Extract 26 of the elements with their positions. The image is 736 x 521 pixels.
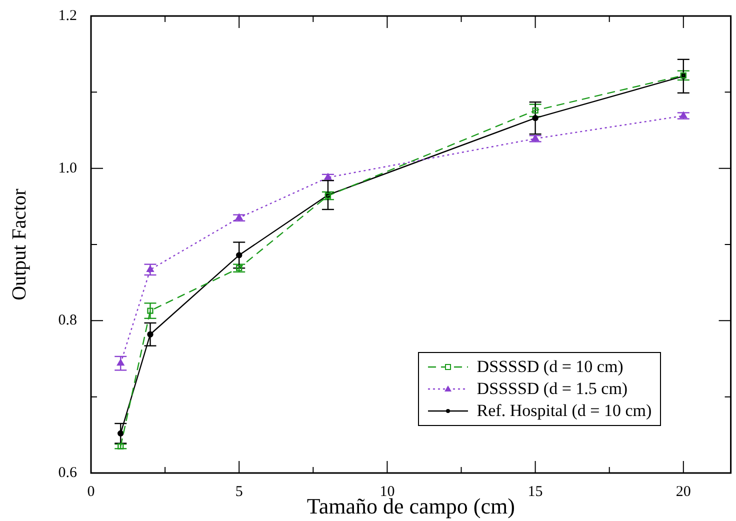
point <box>324 173 332 180</box>
legend-label: Ref. Hospital (d = 10 cm) <box>476 400 652 422</box>
legend-label: DSSSSD (d = 10 cm) <box>476 356 624 378</box>
y-axis-title: Output Factor <box>8 188 30 300</box>
y-tick-label: 1.2 <box>58 8 77 24</box>
y-tick-label: 0.8 <box>58 312 77 329</box>
point <box>118 443 124 450</box>
point <box>146 266 154 272</box>
point <box>147 308 154 314</box>
y-tick-label: 1.0 <box>58 160 77 176</box>
point <box>147 331 154 338</box>
point <box>116 359 124 366</box>
y-tick-label: 0.6 <box>58 464 78 481</box>
x-tick-label: 20 <box>676 484 691 500</box>
point <box>680 112 688 118</box>
x-tick-label: 5 <box>235 484 243 500</box>
point <box>118 430 124 436</box>
legend-label: DSSSSD (d = 1.5 cm) <box>476 378 628 400</box>
point <box>532 134 539 141</box>
x-tick-label: 0 <box>87 484 95 500</box>
point <box>235 214 243 220</box>
point <box>532 114 538 122</box>
point <box>236 265 242 272</box>
point <box>236 252 242 258</box>
x-tick-label: 15 <box>528 484 543 500</box>
point <box>532 107 538 114</box>
